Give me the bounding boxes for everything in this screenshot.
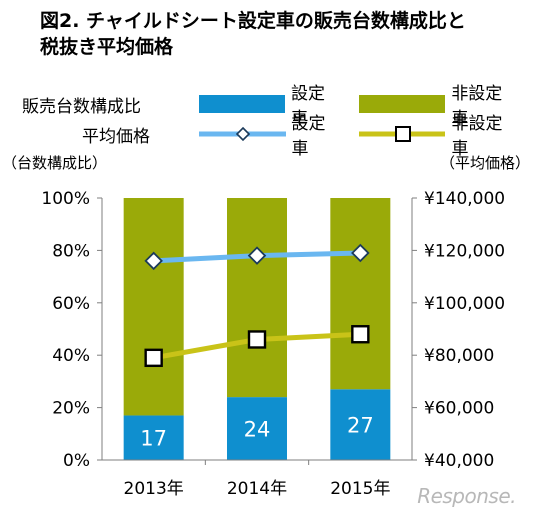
right-axis-tick-label: ¥60,000: [424, 399, 494, 419]
bar-data-label: 17: [140, 427, 167, 451]
title-line-2: 税抜き平均価格: [40, 36, 174, 58]
left-axis-note: （台数構成比）: [2, 154, 108, 172]
right-axis-tick-label: ¥140,000: [424, 189, 505, 209]
legend-sales-row: 販売台数構成比 設定車 非設定車: [22, 84, 536, 129]
legend-item-equipped-bar: 設定車: [198, 79, 341, 129]
legend-non-equipped-bar-text: 非設定車: [451, 84, 503, 129]
legend-item-non-equipped-bar: 非設定車: [359, 79, 518, 129]
legend-price-row: 平均価格 設定車 非設定車: [22, 114, 536, 159]
bar-non-equipped: [330, 198, 391, 390]
x-tick-label: 2015年: [330, 479, 390, 499]
legend-equipped-bar-swatch: [198, 95, 285, 113]
bar-equipped: [227, 397, 287, 460]
right-axis-note: （平均価格）: [439, 154, 530, 172]
bar-equipped: [330, 389, 391, 460]
title-line-1: 図2. チャイルドシート設定車の販売台数構成比と: [40, 10, 466, 32]
left-axis-tick-label: 100%: [41, 189, 90, 209]
left-axis-tick-label: 0%: [63, 451, 90, 471]
legend-equipped-line-swatch: [199, 126, 286, 142]
left-axis-tick-label: 80%: [52, 241, 90, 261]
legend-sales-label: 販売台数構成比: [22, 96, 141, 117]
x-tick-label: 2013年: [124, 479, 184, 499]
legend-item-non-equipped-line: 非設定車: [359, 109, 518, 159]
marker-non-equipped-price: [247, 330, 267, 349]
marker-equipped-price: [144, 251, 163, 271]
marker-non-equipped-price: [144, 348, 163, 368]
bar-equipped: [123, 415, 184, 460]
left-axis-tick-label: 40%: [52, 346, 90, 366]
legend-equipped-bar-text: 設定車: [290, 84, 325, 129]
x-tick-label: 2014年: [227, 479, 287, 499]
right-axis-tick-label: ¥100,000: [424, 294, 505, 314]
legend-item-equipped-line: 設定車: [199, 109, 341, 159]
legend-non-equipped-bar-swatch: [359, 95, 446, 113]
marker-non-equipped-price: [351, 325, 370, 344]
response-watermark: Response.: [417, 484, 516, 508]
bar-non-equipped: [123, 198, 184, 416]
marker-equipped-price: [247, 246, 267, 265]
legend-non-equipped-line-swatch: [359, 126, 446, 142]
legend-price-label: 平均価格: [82, 126, 150, 147]
bar-data-label: 27: [347, 414, 374, 438]
right-axis-tick-label: ¥120,000: [424, 241, 505, 261]
right-axis-tick-label: ¥80,000: [424, 346, 494, 366]
left-axis-tick-label: 20%: [52, 399, 90, 419]
legend-equipped-line-text: 設定車: [291, 114, 326, 159]
right-axis-tick-label: ¥40,000: [424, 451, 494, 471]
marker-equipped-price: [351, 243, 370, 263]
legend-non-equipped-line-text: 非設定車: [451, 114, 503, 159]
bar-non-equipped: [227, 198, 287, 398]
bar-data-label: 24: [244, 418, 271, 442]
chart-title: 図2. チャイルドシート設定車の販売台数構成比と 税抜き平均価格: [40, 8, 466, 60]
left-axis-tick-label: 60%: [52, 294, 90, 314]
